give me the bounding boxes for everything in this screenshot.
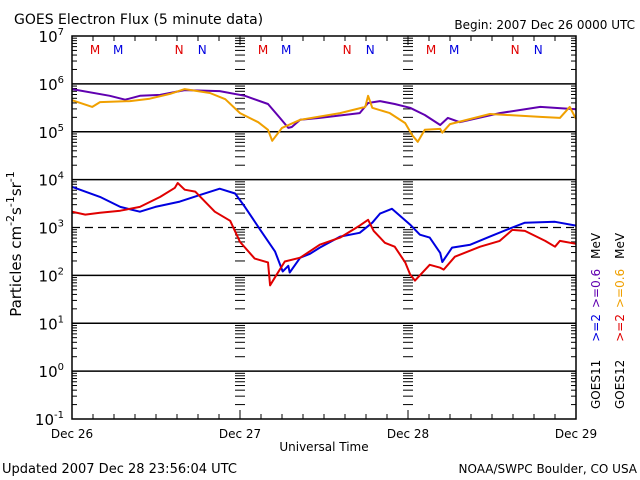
legend-column: GOES11 >=2 >=0.6 MeV <box>589 232 603 409</box>
y-label-part: sr <box>7 181 25 196</box>
x-tick-labels: Dec 26 Dec 27 Dec 28 Dec 29 <box>51 427 597 441</box>
y-tick-exponent: 2 <box>58 266 64 277</box>
x-tick-label: Dec 27 <box>219 427 261 441</box>
local-time-marker: N <box>198 43 207 57</box>
local-time-marker: M <box>90 43 100 57</box>
y-tick-base: 10 <box>39 220 58 238</box>
y-label-exponent: -1 <box>4 196 17 207</box>
chart-title: GOES Electron Flux (5 minute data) <box>14 12 263 28</box>
y-tick-exponent: 4 <box>58 171 64 182</box>
legend-threshold: >=0.6 <box>613 269 627 308</box>
legend-threshold: >=0.6 <box>589 269 603 308</box>
local-time-marker: M <box>113 43 123 57</box>
local-time-marker: M <box>281 43 291 57</box>
local-time-marker: N <box>366 43 375 57</box>
x-axis-label: Universal Time <box>279 440 368 454</box>
legend-unit: MeV <box>589 232 603 259</box>
series-lines <box>71 88 577 287</box>
y-tick-exponent: 6 <box>58 75 64 86</box>
y-axis-label: Particles cm-2s-1sr-1 <box>4 171 25 317</box>
y-tick-label: 106 <box>39 75 64 94</box>
local-time-marker: M <box>449 43 459 57</box>
legend: GOES11 >=2 >=0.6 MeV GOES12 >=2 >=0.6 MeV <box>589 232 627 409</box>
y-tick-base: 10 <box>39 28 58 46</box>
legend-threshold: >=2 <box>589 314 603 342</box>
legend-threshold: >=2 <box>613 314 627 342</box>
y-tick-base: 10 <box>39 315 58 333</box>
y-label-exponent: -1 <box>4 171 17 182</box>
legend-satellite: GOES12 <box>613 360 627 409</box>
x-tick-label: Dec 26 <box>51 427 93 441</box>
legend-satellite: GOES11 <box>589 360 603 409</box>
y-tick-label: 107 <box>39 27 64 46</box>
plot-frame <box>71 35 577 420</box>
grid-lines <box>72 83 576 372</box>
y-tick-exponent: 7 <box>58 27 64 38</box>
local-time-marker: M <box>258 43 268 57</box>
y-tick-exponent: 0 <box>58 362 64 373</box>
y-label-part: s <box>7 207 25 215</box>
local-time-marker: N <box>343 43 352 57</box>
y-tick-exponent: 3 <box>58 219 64 230</box>
credit-text: NOAA/SWPC Boulder, CO USA <box>459 462 638 476</box>
y-tick-base: 10 <box>35 411 54 429</box>
local-time-marker: N <box>175 43 184 57</box>
y-tick-base: 10 <box>39 267 58 285</box>
local-time-marker: N <box>534 43 543 57</box>
series-line-2 <box>71 185 577 274</box>
series-line-3 <box>71 182 577 287</box>
y-tick-label: 105 <box>39 123 64 142</box>
y-tick-exponent: -1 <box>54 410 64 421</box>
series-line-1 <box>71 88 577 143</box>
updated-timestamp: Updated 2007 Dec 28 23:56:04 UTC <box>2 462 237 477</box>
y-tick-label: 100 <box>39 362 64 381</box>
y-tick-label: 104 <box>39 171 64 190</box>
y-label-part: Particles cm <box>7 226 25 317</box>
legend-unit: MeV <box>613 232 627 259</box>
y-tick-base: 10 <box>39 124 58 142</box>
y-tick-exponent: 1 <box>58 314 64 325</box>
x-tick-label: Dec 28 <box>387 427 429 441</box>
y-tick-label: 10-1 <box>35 410 64 429</box>
local-time-marker: M <box>426 43 436 57</box>
y-tick-exponent: 5 <box>58 123 64 134</box>
y-tick-label: 101 <box>39 314 64 333</box>
legend-column: GOES12 >=2 >=0.6 MeV <box>613 232 627 409</box>
local-time-markers: M M MM M MN N NN N N <box>90 43 543 57</box>
axis-ticks <box>71 36 577 419</box>
local-time-marker: N <box>511 43 520 57</box>
y-tick-label: 103 <box>39 219 64 238</box>
x-tick-label: Dec 29 <box>555 427 597 441</box>
y-label-exponent: -2 <box>4 215 17 226</box>
y-tick-base: 10 <box>39 363 58 381</box>
series-line-0 <box>71 88 577 129</box>
y-tick-label: 102 <box>39 266 64 285</box>
y-tick-base: 10 <box>39 172 58 190</box>
y-tick-base: 10 <box>39 76 58 94</box>
chart-subtitle: Begin: 2007 Dec 26 0000 UTC <box>454 18 635 32</box>
